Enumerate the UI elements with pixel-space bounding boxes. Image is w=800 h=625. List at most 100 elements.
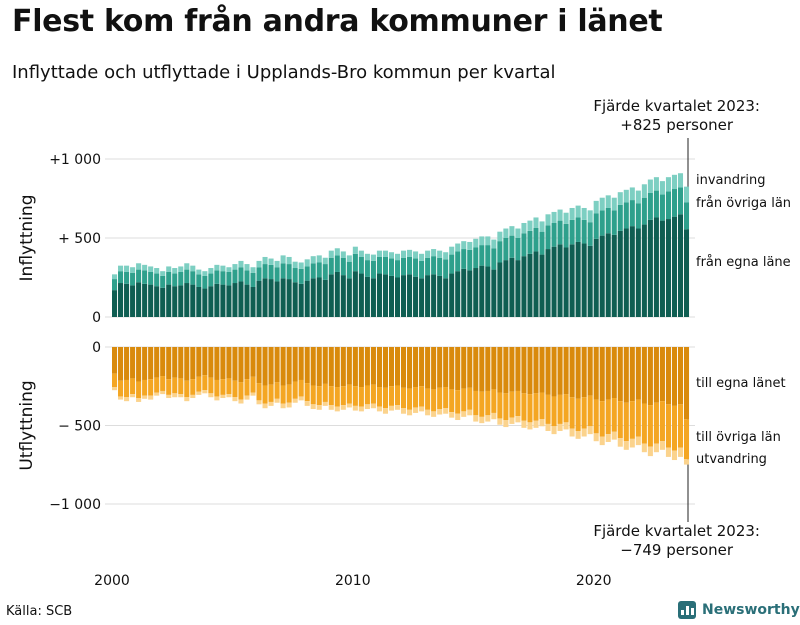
bar-in-s1-49	[407, 256, 413, 275]
bar-out-s1-30	[292, 381, 298, 399]
bar-out-s1-91	[659, 401, 665, 442]
bar-out-s1-64	[497, 392, 503, 419]
bar-in-s2-76	[569, 207, 575, 220]
bar-out-s2-84	[617, 438, 623, 447]
bar-out-s2-43	[370, 403, 376, 409]
bar-in-s0-35	[322, 279, 328, 317]
bar-in-s0-17	[214, 283, 220, 317]
bar-out-s0-1	[118, 347, 124, 381]
bar-in-s0-89	[647, 219, 653, 317]
bar-in-s1-50	[413, 258, 419, 277]
bar-in-s0-60	[473, 268, 479, 317]
bar-in-s2-72	[545, 214, 551, 226]
bar-in-s1-3	[130, 272, 136, 286]
bar-in-s2-9	[166, 266, 172, 272]
bar-out-s1-66	[509, 391, 515, 418]
bar-out-s0-90	[653, 347, 659, 403]
bar-in-s1-43	[370, 260, 376, 279]
bar-in-s0-62	[485, 266, 491, 317]
bar-in-s1-34	[316, 262, 322, 278]
bar-out-s2-45	[382, 408, 388, 414]
bar-out-s1-39	[346, 384, 352, 404]
bar-out-s2-79	[587, 426, 593, 435]
bar-in-s0-33	[310, 278, 316, 317]
bar-out-s0-16	[208, 347, 214, 378]
bar-in-s0-3	[130, 285, 136, 317]
bar-out-s0-19	[226, 347, 232, 379]
bar-in-s2-5	[142, 264, 148, 271]
bar-out-s2-4	[136, 398, 142, 402]
bar-out-s2-89	[647, 446, 653, 457]
legend-label-out-2: utvandring	[696, 452, 767, 467]
bar-in-s0-9	[166, 284, 172, 317]
bar-in-s0-10	[172, 286, 178, 317]
bar-in-s1-24	[256, 267, 262, 281]
bar-in-s1-58	[461, 249, 467, 269]
bar-in-s1-72	[545, 225, 551, 250]
bar-in-s1-41	[358, 256, 364, 274]
bar-in-s2-80	[593, 200, 599, 214]
bar-in-s0-53	[431, 274, 437, 317]
bar-in-s0-22	[244, 284, 250, 317]
bar-in-s2-0	[112, 274, 118, 280]
bar-out-s1-50	[413, 387, 419, 408]
bar-in-s0-80	[593, 238, 599, 317]
bar-in-s0-4	[136, 282, 142, 317]
bar-in-s2-61	[479, 236, 485, 246]
bar-in-s1-52	[425, 257, 431, 276]
bar-out-s1-5	[142, 379, 148, 396]
bar-in-s1-95	[683, 202, 690, 230]
bar-in-s2-18	[220, 265, 226, 272]
bar-out-s0-93	[671, 347, 677, 406]
bar-out-s2-92	[665, 447, 671, 457]
bar-in-s2-90	[653, 177, 659, 191]
bar-in-s0-41	[358, 273, 364, 317]
bar-in-s2-94	[677, 173, 684, 188]
bar-in-s2-50	[413, 251, 419, 259]
bar-in-s1-91	[659, 194, 665, 221]
bar-out-s2-47	[394, 405, 401, 410]
bar-out-s2-15	[202, 390, 208, 394]
bar-in-s2-83	[611, 197, 617, 211]
bar-out-s0-3	[130, 347, 136, 379]
bar-out-s1-65	[503, 393, 509, 420]
legend-label-out-1: till övriga län	[696, 430, 781, 445]
bar-out-s2-8	[160, 390, 166, 395]
bar-in-s1-71	[539, 231, 545, 255]
bar-out-s2-40	[352, 405, 358, 411]
bar-out-s2-22	[244, 395, 250, 400]
bar-out-s1-55	[443, 387, 449, 409]
bar-in-s1-78	[581, 219, 587, 244]
bar-in-s1-16	[208, 273, 214, 287]
bar-in-s0-69	[527, 253, 533, 317]
bar-out-s2-5	[142, 395, 148, 399]
bar-out-s1-48	[401, 387, 407, 409]
bar-out-s1-67	[515, 390, 521, 417]
bar-in-s0-29	[286, 279, 292, 317]
y-tick-label-in-2: +1 000	[49, 152, 101, 168]
newsworthy-icon	[678, 601, 696, 619]
bar-out-s0-26	[268, 347, 274, 385]
bar-out-s2-0	[112, 387, 118, 391]
chart-title: Flest kom från andra kommuner i länet	[12, 4, 663, 39]
bar-out-s1-29	[286, 384, 292, 403]
bar-out-s0-94	[677, 347, 684, 405]
bar-out-s0-64	[497, 347, 503, 393]
bar-in-s1-37	[334, 255, 340, 272]
bar-out-s0-37	[334, 347, 340, 388]
bar-out-s2-13	[190, 394, 196, 399]
bar-in-s0-36	[328, 274, 334, 317]
bar-out-s0-89	[647, 347, 653, 406]
bar-in-s0-16	[208, 286, 214, 317]
bar-in-s1-69	[527, 230, 533, 254]
bar-in-s1-32	[304, 266, 310, 281]
y-tick-label-out-1: − 500	[58, 419, 101, 435]
brand-name: Newsworthy	[702, 602, 800, 618]
bar-in-s0-50	[413, 276, 419, 317]
bar-out-s2-66	[509, 417, 515, 424]
bar-out-s2-3	[130, 394, 136, 398]
bar-in-s2-91	[659, 181, 665, 195]
bar-out-s1-58	[461, 388, 467, 412]
bar-out-s1-9	[166, 379, 172, 395]
bar-in-s2-64	[497, 231, 503, 242]
